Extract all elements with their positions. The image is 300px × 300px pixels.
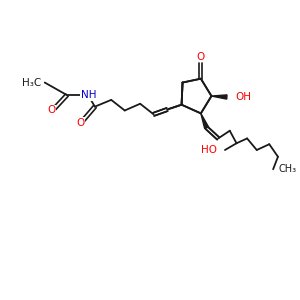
Text: OH: OH [236,92,251,102]
Polygon shape [201,113,208,129]
Text: NH: NH [81,90,97,100]
Text: O: O [47,106,56,116]
Text: HO: HO [201,145,217,155]
Polygon shape [212,95,227,99]
Text: CH₃: CH₃ [279,164,297,174]
Text: O: O [76,118,85,128]
Text: H₃C: H₃C [22,77,41,88]
Text: O: O [197,52,205,61]
